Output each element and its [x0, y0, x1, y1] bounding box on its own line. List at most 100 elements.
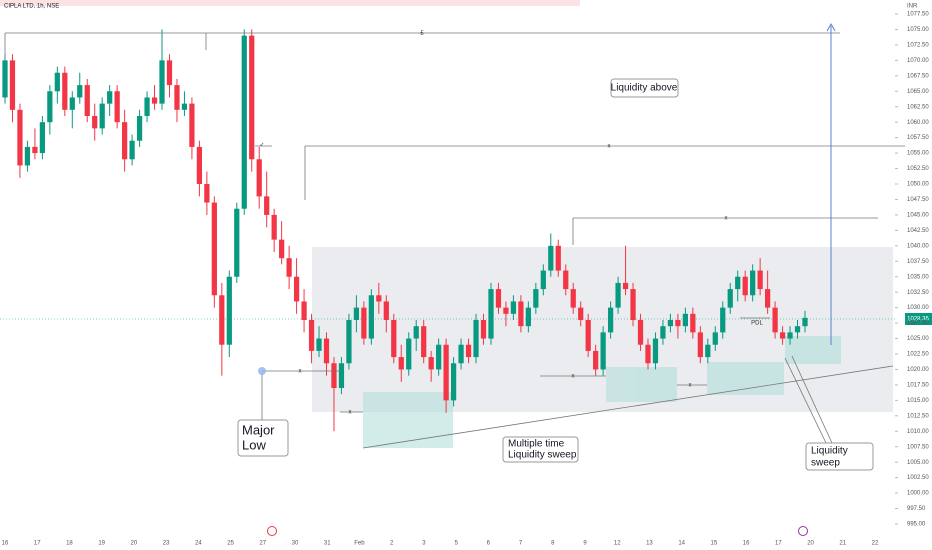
candle-body: [181, 103, 188, 110]
candle-body: [660, 326, 666, 339]
candle-body: [92, 116, 98, 129]
y-tick-label: 1030.00: [907, 305, 929, 311]
y-tick-label: 1065.00: [907, 89, 929, 95]
candle-body: [391, 320, 397, 358]
candle-body: [99, 103, 105, 129]
annotation-lines: [4, 22, 905, 449]
candle-body: [286, 258, 292, 277]
x-tick-label: 3: [422, 541, 426, 547]
note: Major: [242, 422, 275, 437]
candle-body: [436, 344, 442, 370]
y-tick-label: 1045.00: [907, 212, 929, 218]
candle-body: [279, 239, 285, 259]
candle-body: [308, 320, 315, 351]
candle-body: [24, 146, 31, 166]
candle-body: [615, 282, 621, 308]
candle-body: [794, 326, 801, 333]
note-box: [805, 442, 874, 471]
annotation-texts: £ ✓ x x x x x x PDL Liquidity above Majo…: [237, 31, 874, 471]
candle-body: [84, 85, 90, 116]
marker: x: [608, 144, 611, 150]
range-zone: [312, 247, 893, 412]
x-tick-label: 27: [259, 541, 266, 547]
note: Multiple time: [508, 439, 565, 450]
x-tick-label: 17: [775, 541, 782, 547]
candle-body: [234, 208, 240, 277]
candle-body: [540, 270, 546, 290]
candle-body: [585, 320, 591, 351]
note: sweep: [811, 458, 840, 469]
candle-body: [77, 85, 83, 98]
x-tick-label: 9: [583, 541, 587, 547]
candle-body: [32, 146, 38, 154]
candle-body: [413, 326, 419, 339]
candle-body: [480, 320, 487, 339]
x-tick-label: 13: [646, 541, 653, 547]
candle-body: [249, 35, 255, 160]
note: Low: [242, 437, 266, 452]
price-badge-label: 1028.35: [907, 317, 929, 323]
sweep-box: [363, 392, 453, 448]
y-tick-label: 1022.50: [907, 352, 929, 358]
y-tick-label: 1025.00: [907, 336, 929, 342]
trendline: [362, 365, 894, 449]
candle-body: [675, 320, 681, 327]
y-tick-label: 1060.00: [907, 120, 929, 126]
candle-body: [727, 289, 733, 308]
candle-body: [757, 270, 763, 290]
y-tick-label: 1012.50: [907, 413, 929, 419]
candle-body: [159, 60, 165, 104]
candle-body: [578, 307, 584, 320]
currency: INR: [907, 4, 918, 10]
candle-body: [555, 245, 561, 271]
y-tick-label: 1002.50: [907, 475, 929, 481]
y-tick-label: 1057.50: [907, 135, 929, 141]
top-strip: [0, 0, 580, 6]
candle-body: [376, 295, 382, 302]
x-tick-label: 18: [66, 541, 73, 547]
candle-body: [353, 307, 360, 320]
y-tick-label: 1040.00: [907, 243, 929, 249]
candle-body: [473, 320, 479, 358]
candle-body: [525, 307, 531, 327]
y-tick-label: 1062.50: [907, 104, 929, 110]
candle-body: [122, 122, 128, 160]
major-low-dot: [258, 367, 266, 375]
candle-body: [622, 282, 629, 290]
candle-body: [368, 295, 374, 339]
marker: x: [349, 410, 352, 416]
y-tick-label: 1077.50: [907, 12, 929, 18]
arrow-head: [826, 22, 836, 32]
y-tick-label: 1055.00: [907, 151, 929, 157]
candle-body: [443, 344, 449, 401]
candle-body: [398, 357, 404, 370]
candle-body: [735, 276, 741, 290]
x-tick-label: 21: [839, 541, 846, 547]
candle-body: [495, 289, 502, 308]
chart-title: CIPLA LTD, 1h, NSE: [4, 4, 59, 10]
x-tick-label: 30: [292, 541, 299, 547]
x-tick-label: 8: [551, 541, 555, 547]
sweep-box: [785, 336, 841, 364]
x-tick-label: 16: [743, 541, 750, 547]
callout-line: [791, 355, 833, 444]
candle-body: [331, 363, 337, 388]
y-tick-label: 1070.00: [907, 58, 929, 64]
candle-body: [346, 320, 352, 364]
x-tick-label: 23: [163, 541, 170, 547]
y-tick-label: 1072.50: [907, 42, 929, 48]
candle-body: [548, 245, 554, 271]
candle-body: [271, 214, 277, 240]
event-icon: [798, 526, 808, 536]
candle-body: [712, 332, 718, 345]
candle-body: [779, 332, 786, 339]
sweep-box: [707, 362, 784, 395]
y-tick-label: 1042.50: [907, 228, 929, 234]
candle-body: [151, 97, 158, 104]
candle-body: [667, 320, 674, 327]
x-tick-label: 24: [195, 541, 202, 547]
candle-body: [488, 289, 494, 339]
candle-body: [54, 72, 60, 92]
x-tick-label: 20: [131, 541, 138, 547]
marker: £: [420, 31, 424, 37]
